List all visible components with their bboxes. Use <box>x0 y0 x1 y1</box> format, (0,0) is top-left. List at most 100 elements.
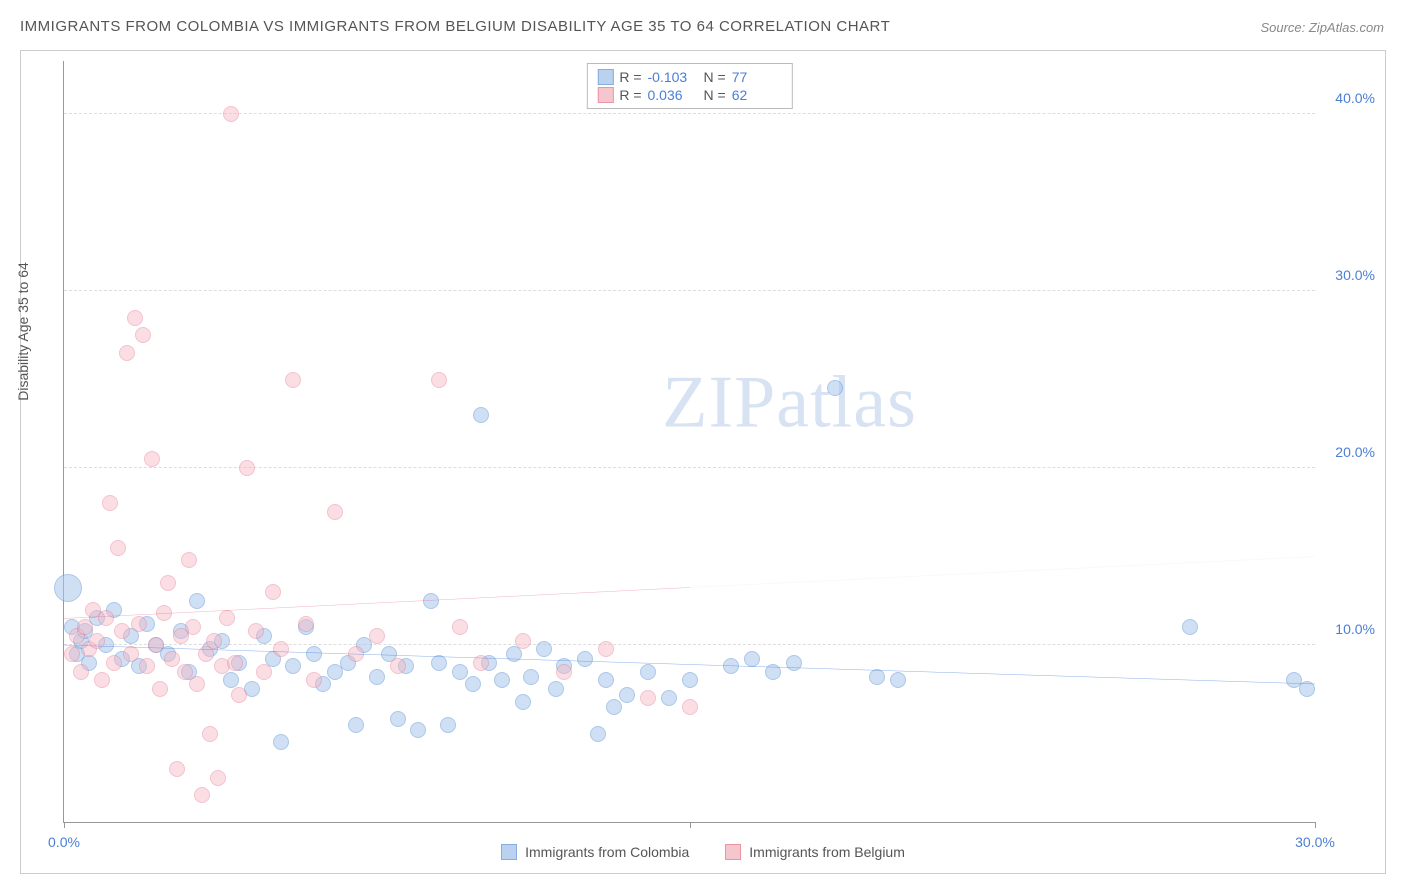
ytick-label: 10.0% <box>1320 621 1375 637</box>
ytick-label: 30.0% <box>1320 267 1375 283</box>
data-point-colombia <box>54 574 82 602</box>
data-point-belgium <box>265 584 281 600</box>
data-point-belgium <box>110 540 126 556</box>
data-point-belgium <box>219 610 235 626</box>
legend-label-belgium: Immigrants from Belgium <box>749 844 905 860</box>
swatch-colombia <box>597 69 613 85</box>
data-point-belgium <box>256 664 272 680</box>
data-point-belgium <box>94 672 110 688</box>
data-point-belgium <box>431 372 447 388</box>
legend-item-belgium: Immigrants from Belgium <box>725 844 905 860</box>
data-point-belgium <box>106 655 122 671</box>
data-point-colombia <box>410 722 426 738</box>
data-point-colombia <box>869 669 885 685</box>
data-point-belgium <box>598 641 614 657</box>
xtick <box>64 822 65 828</box>
data-point-colombia <box>890 672 906 688</box>
data-point-colombia <box>523 669 539 685</box>
data-point-belgium <box>164 651 180 667</box>
ytick-label: 20.0% <box>1320 444 1375 460</box>
data-point-belgium <box>102 495 118 511</box>
stats-n-value-belgium: 62 <box>732 87 782 103</box>
data-point-colombia <box>606 699 622 715</box>
data-point-colombia <box>348 717 364 733</box>
data-point-belgium <box>131 616 147 632</box>
data-point-belgium <box>306 672 322 688</box>
watermark-part1: ZIP <box>662 362 776 444</box>
data-point-belgium <box>298 616 314 632</box>
data-point-belgium <box>285 372 301 388</box>
data-point-belgium <box>556 664 572 680</box>
data-point-belgium <box>515 633 531 649</box>
data-point-belgium <box>89 633 105 649</box>
data-point-belgium <box>139 658 155 674</box>
data-point-belgium <box>144 451 160 467</box>
data-point-belgium <box>127 310 143 326</box>
data-point-belgium <box>123 646 139 662</box>
data-point-colombia <box>273 734 289 750</box>
data-point-belgium <box>206 633 222 649</box>
data-point-colombia <box>431 655 447 671</box>
data-point-belgium <box>189 676 205 692</box>
data-point-belgium <box>152 681 168 697</box>
stats-row-colombia: R =-0.103N =77 <box>597 68 781 86</box>
data-point-belgium <box>231 687 247 703</box>
data-point-belgium <box>177 664 193 680</box>
stats-n-label: N = <box>704 69 726 85</box>
stats-legend-box: R =-0.103N =77R =0.036N =62 <box>586 63 792 109</box>
data-point-colombia <box>494 672 510 688</box>
stats-row-belgium: R =0.036N =62 <box>597 86 781 104</box>
xtick <box>690 822 691 828</box>
data-point-colombia <box>473 407 489 423</box>
data-point-colombia <box>306 646 322 662</box>
stats-n-label: N = <box>704 87 726 103</box>
data-point-belgium <box>185 619 201 635</box>
data-point-belgium <box>64 646 80 662</box>
gridline <box>64 644 1315 645</box>
data-point-colombia <box>723 658 739 674</box>
data-point-colombia <box>765 664 781 680</box>
data-point-belgium <box>473 655 489 671</box>
plot-area: ZIPatlas R =-0.103N =77R =0.036N =62 10.… <box>63 61 1315 823</box>
data-point-belgium <box>327 504 343 520</box>
data-point-belgium <box>202 726 218 742</box>
data-point-colombia <box>640 664 656 680</box>
data-point-belgium <box>223 106 239 122</box>
data-point-colombia <box>661 690 677 706</box>
data-point-colombia <box>598 672 614 688</box>
data-point-colombia <box>682 672 698 688</box>
data-point-belgium <box>98 610 114 626</box>
data-point-colombia <box>465 676 481 692</box>
data-point-belgium <box>452 619 468 635</box>
data-point-belgium <box>640 690 656 706</box>
data-point-colombia <box>390 711 406 727</box>
source-label: Source: ZipAtlas.com <box>1260 20 1384 35</box>
data-point-belgium <box>114 623 130 639</box>
data-point-colombia <box>423 593 439 609</box>
legend-swatch-colombia <box>501 844 517 860</box>
data-point-colombia <box>1182 619 1198 635</box>
stats-r-value-belgium: 0.036 <box>648 87 698 103</box>
ytick-label: 40.0% <box>1320 90 1375 106</box>
swatch-belgium <box>597 87 613 103</box>
data-point-colombia <box>285 658 301 674</box>
data-point-belgium <box>160 575 176 591</box>
data-point-belgium <box>239 460 255 476</box>
data-point-colombia <box>1299 681 1315 697</box>
data-point-belgium <box>248 623 264 639</box>
data-point-belgium <box>682 699 698 715</box>
data-point-colombia <box>744 651 760 667</box>
data-point-colombia <box>536 641 552 657</box>
data-point-colombia <box>827 380 843 396</box>
chart-container: Disability Age 35 to 64 ZIPatlas R =-0.1… <box>20 50 1386 874</box>
legend-label-colombia: Immigrants from Colombia <box>525 844 689 860</box>
data-point-colombia <box>369 669 385 685</box>
chart-title: IMMIGRANTS FROM COLOMBIA VS IMMIGRANTS F… <box>20 18 890 35</box>
trendline-dash-belgium <box>690 557 1316 588</box>
data-point-belgium <box>273 641 289 657</box>
data-point-belgium <box>77 619 93 635</box>
watermark: ZIPatlas <box>662 361 917 446</box>
data-point-belgium <box>73 664 89 680</box>
gridline <box>64 113 1315 114</box>
data-point-colombia <box>786 655 802 671</box>
